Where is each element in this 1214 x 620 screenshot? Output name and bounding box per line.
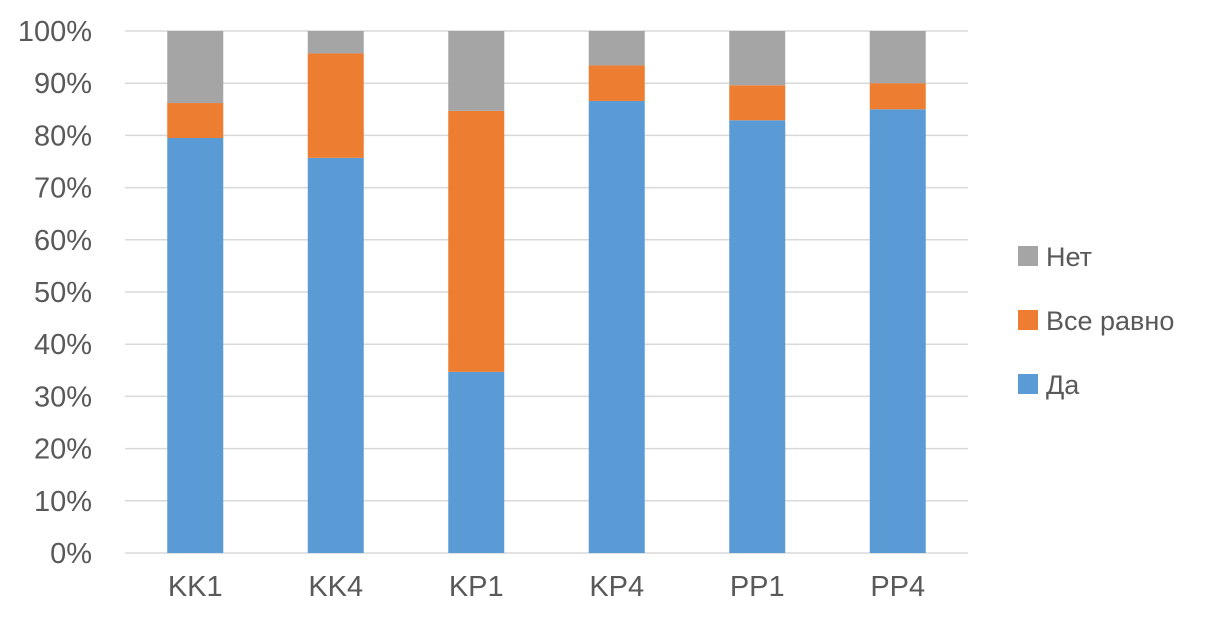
y-axis-tick-labels: 0% 10% 20% 30% 40% 50% 60% 70% 80% 90% 100% xyxy=(18,16,92,570)
y-tick-label: 10% xyxy=(34,486,92,518)
x-category-label: PP1 xyxy=(730,571,785,603)
bar-segment-kk4-series-2 xyxy=(307,31,364,54)
y-tick-label: 0% xyxy=(50,538,92,570)
x-category-label: KK4 xyxy=(308,571,363,603)
bar-segment-kk4-series-0 xyxy=(307,157,364,553)
bar-segment-pp4-series-2 xyxy=(869,31,926,84)
bar-segment-pp1-series-2 xyxy=(729,31,786,86)
x-axis-category-labels: KK1 KK4 KP1 KP4 PP1 PP4 xyxy=(168,571,925,603)
bars xyxy=(167,31,926,554)
bar-segment-kp1-series-2 xyxy=(448,31,505,111)
legend-label: Нет xyxy=(1046,242,1092,272)
y-tick-label: 30% xyxy=(34,381,92,413)
bar-segment-kp4-series-0 xyxy=(588,100,645,553)
legend-label: Да xyxy=(1046,370,1080,400)
bar-segment-kp4-series-2 xyxy=(588,31,645,66)
x-category-label: KP1 xyxy=(449,571,504,603)
y-tick-label: 60% xyxy=(34,225,92,257)
bar-segment-kk1-series-0 xyxy=(167,138,224,553)
bar-segment-kk1-series-2 xyxy=(167,31,224,104)
y-tick-label: 50% xyxy=(34,277,92,309)
bar-segment-pp4-series-1 xyxy=(869,83,926,110)
legend-swatch xyxy=(1018,374,1038,394)
y-tick-label: 90% xyxy=(34,68,92,100)
y-tick-label: 70% xyxy=(34,173,92,205)
legend: Нет Все равно Да xyxy=(1018,242,1174,400)
legend-label: Все равно xyxy=(1046,306,1174,336)
legend-swatch xyxy=(1018,310,1038,330)
x-category-label: KP4 xyxy=(589,571,644,603)
x-category-label: KK1 xyxy=(168,571,223,603)
bar-segment-kp1-series-1 xyxy=(448,110,505,372)
bar-segment-kp1-series-0 xyxy=(448,371,505,553)
y-tick-label: 20% xyxy=(34,434,92,466)
bar-segment-kp4-series-1 xyxy=(588,65,645,101)
bar-segment-pp1-series-1 xyxy=(729,85,786,121)
bar-segment-pp1-series-0 xyxy=(729,120,786,554)
y-tick-label: 100% xyxy=(18,16,92,48)
bar-segment-kk1-series-1 xyxy=(167,103,224,139)
y-tick-label: 40% xyxy=(34,329,92,361)
legend-swatch xyxy=(1018,246,1038,266)
bar-segment-pp4-series-0 xyxy=(869,109,926,554)
x-category-label: PP4 xyxy=(870,571,925,603)
gridlines xyxy=(125,30,968,554)
y-tick-label: 80% xyxy=(34,120,92,152)
bar-segment-kk4-series-1 xyxy=(307,53,364,158)
